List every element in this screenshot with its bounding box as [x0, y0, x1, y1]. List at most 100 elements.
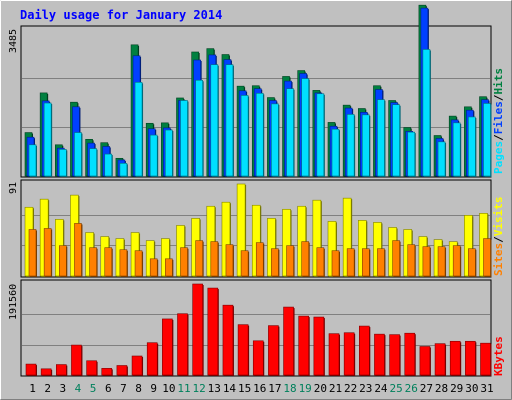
kbytes-bar [465, 340, 477, 376]
pages-bar [437, 141, 447, 177]
usage-legend: Pages/Files/Hits [492, 68, 505, 174]
sites-bar [377, 248, 386, 277]
x-tick-label: 1 [29, 382, 36, 395]
pages-bar [180, 100, 189, 177]
x-tick-label: 11 [177, 382, 190, 395]
pages-bar [331, 128, 340, 177]
sites-bar [104, 247, 113, 277]
kbytes-bar [25, 363, 37, 376]
sites-bar [407, 244, 416, 277]
sites-bar [240, 250, 250, 277]
pages-bar [134, 82, 144, 177]
kbytes-bar [313, 316, 325, 376]
sites-bar [271, 248, 280, 277]
kbytes-bar [162, 318, 174, 376]
legend-pages: Pages [492, 141, 505, 174]
usage-bars [24, 4, 492, 178]
pages-bar [225, 64, 234, 177]
pages-bar [422, 49, 431, 178]
kbytes-bar [237, 324, 250, 376]
sites-bar [452, 245, 462, 277]
sites-bar [468, 248, 477, 277]
legend-sep-3: / [492, 236, 505, 243]
kbytes-bars [25, 283, 492, 376]
kbytes-bar [146, 342, 159, 376]
sites-bar [225, 244, 234, 277]
kbytes-bar [434, 343, 447, 376]
kbytes-bar [192, 283, 204, 376]
kbytes-bar [177, 313, 189, 376]
pages-bar [468, 116, 477, 177]
pages-bar [74, 132, 83, 177]
kbytes-bar [404, 332, 416, 376]
pages-bar [346, 114, 356, 177]
usage-panel: 3485 Pages/Files/Hits [8, 4, 505, 178]
kbytes-bar [328, 333, 340, 376]
sites-bar [255, 242, 265, 277]
x-tick-label: 25 [389, 382, 402, 395]
svg-text:Pages/Files/Hits: Pages/Files/Hits [492, 68, 505, 174]
sites-bar [392, 240, 401, 277]
kbytes-bar [101, 368, 113, 376]
sites-bar [483, 238, 492, 277]
x-tick-label: 26 [405, 382, 418, 395]
sites-bar [331, 250, 340, 277]
sites-bar [58, 245, 68, 277]
pages-bar [195, 79, 204, 177]
sites-bar [165, 258, 174, 277]
legend-files: Files [492, 101, 505, 134]
kbytes-bar [71, 344, 83, 376]
kbytes-bar [419, 346, 431, 376]
x-tick-label: 31 [480, 382, 493, 395]
sites-bar [361, 248, 371, 277]
pages-bar [58, 149, 68, 177]
visitors-panel: 91 Sites/Visits [8, 179, 505, 278]
sites-bar [149, 258, 159, 277]
pages-bar [255, 93, 265, 177]
kbytes-bar [55, 364, 68, 376]
legend-sep-2: / [492, 94, 505, 101]
visitors-legend: Sites/Visits [492, 197, 505, 277]
pages-bar [407, 131, 416, 177]
kbytes-bar [40, 368, 53, 376]
x-tick-label: 3 [59, 382, 66, 395]
x-tick-label: 14 [223, 382, 237, 395]
x-tick-label: 23 [359, 382, 372, 395]
x-tick-label: 30 [465, 382, 478, 395]
sites-bar [134, 250, 144, 277]
x-tick-label: 29 [450, 382, 463, 395]
x-tick-label: 28 [435, 382, 448, 395]
x-tick-label: 19 [299, 382, 312, 395]
pages-bar [301, 78, 310, 177]
usage-ymax-label: 3485 [8, 29, 19, 53]
sites-bar [316, 247, 325, 277]
pages-bar [377, 99, 386, 177]
kbytes-bar [116, 365, 128, 376]
kbytes-bar [374, 333, 386, 376]
pages-bar [271, 103, 280, 177]
x-tick-label: 7 [120, 382, 127, 395]
x-tick-label: 9 [150, 382, 157, 395]
pages-bar [89, 148, 98, 177]
x-tick-label: 27 [420, 382, 433, 395]
pages-bar [28, 144, 37, 177]
legend-sep-1: / [492, 134, 505, 141]
x-tick-label: 10 [162, 382, 175, 395]
x-tick-label: 15 [238, 382, 251, 395]
x-tick-label: 8 [135, 382, 142, 395]
sites-bar [89, 247, 98, 277]
sites-bar [437, 246, 447, 277]
sites-bar [346, 248, 356, 277]
x-tick-label: 22 [344, 382, 357, 395]
svg-text:KBytes: KBytes [492, 336, 505, 376]
pages-bar [165, 129, 174, 177]
x-tick-label: 12 [193, 382, 206, 395]
kbytes-bar [343, 332, 356, 376]
kbytes-bar [389, 334, 401, 376]
x-tick-label: 17 [268, 382, 281, 395]
x-tick-label: 21 [329, 382, 342, 395]
pages-bar [361, 114, 371, 177]
kbytes-bar [252, 340, 265, 376]
kbytes-bar [449, 340, 462, 376]
